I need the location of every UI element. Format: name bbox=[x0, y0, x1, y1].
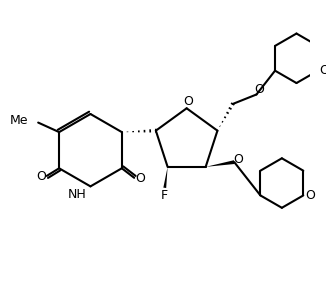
Text: NH: NH bbox=[68, 188, 87, 201]
Text: O: O bbox=[135, 172, 145, 185]
Text: F: F bbox=[161, 189, 168, 202]
Text: O: O bbox=[184, 95, 194, 108]
Text: O: O bbox=[254, 83, 264, 96]
Text: Me: Me bbox=[10, 114, 29, 127]
Text: O: O bbox=[320, 64, 326, 77]
Text: O: O bbox=[233, 153, 243, 166]
Polygon shape bbox=[163, 167, 168, 188]
Text: O: O bbox=[305, 189, 315, 202]
Polygon shape bbox=[206, 160, 235, 167]
Text: O: O bbox=[36, 170, 46, 183]
